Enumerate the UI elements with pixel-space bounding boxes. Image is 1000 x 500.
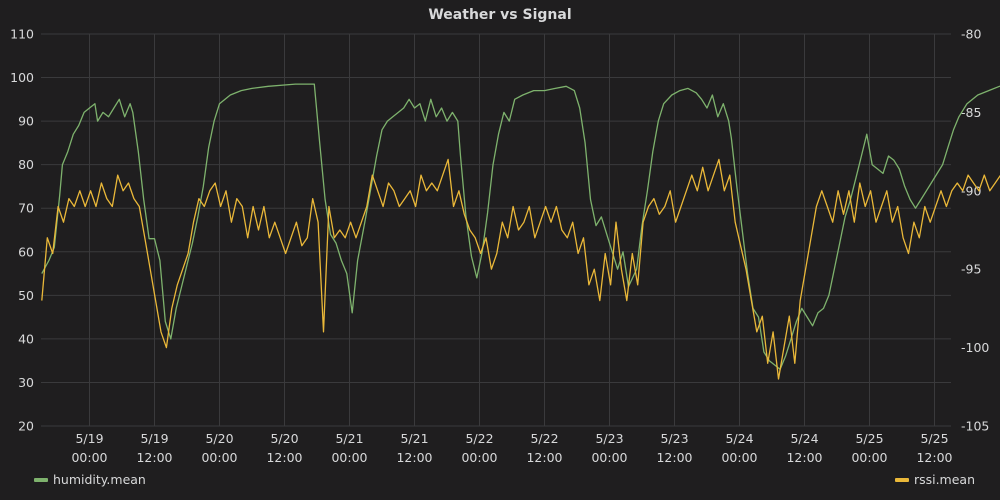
chart-svg: Weather vs Signal 20 30 40 50 60 70 80 90 100 110… <box>10 7 1000 465</box>
y-left-tick-label: 110 <box>10 27 34 42</box>
series-lines <box>41 83 1000 380</box>
y-axis-left: 20 30 40 50 60 70 80 90 100 110 <box>10 27 34 434</box>
x-tick-label-time: 12:00 <box>786 450 822 465</box>
x-tick-label-date: 5/20 <box>270 431 298 446</box>
x-tick-label-time: 00:00 <box>591 450 627 465</box>
y-left-tick-label: 80 <box>18 157 34 172</box>
x-tick-label-time: 12:00 <box>916 450 952 465</box>
x-tick-label-time: 00:00 <box>851 450 887 465</box>
x-tick-label-date: 5/24 <box>725 431 753 446</box>
x-tick-label-date: 5/20 <box>205 431 233 446</box>
legend-item-humidity[interactable]: humidity.mean <box>34 472 146 487</box>
x-tick-label-time: 12:00 <box>656 450 692 465</box>
y-left-tick-label: 60 <box>18 244 34 259</box>
legend-label-rssi: rssi.mean <box>913 472 975 487</box>
x-tick-label-date: 5/25 <box>855 431 883 446</box>
x-tick-label-date: 5/22 <box>530 431 558 446</box>
y-left-tick-label: 100 <box>10 70 34 85</box>
x-tick-label-date: 5/21 <box>335 431 363 446</box>
y-left-tick-label: 70 <box>18 201 34 216</box>
y-left-tick-label: 50 <box>18 288 34 303</box>
x-tick-label-time: 00:00 <box>71 450 107 465</box>
y-left-tick-label: 90 <box>18 114 34 129</box>
x-tick-label-date: 5/21 <box>400 431 428 446</box>
series-line-humidity <box>41 83 1000 371</box>
x-tick-label-time: 00:00 <box>201 450 237 465</box>
x-tick-label-date: 5/19 <box>75 431 103 446</box>
x-tick-label-date: 5/23 <box>660 431 688 446</box>
y-axis-right: -80-85-90-95-100-105 <box>961 27 989 434</box>
y-right-tick-label: -85 <box>961 105 981 120</box>
x-tick-label-date: 5/19 <box>140 431 168 446</box>
x-tick-label-date: 5/22 <box>465 431 493 446</box>
x-tick-label-time: 12:00 <box>396 450 432 465</box>
x-tick-label-time: 00:00 <box>461 450 497 465</box>
legend-item-rssi[interactable]: rssi.mean <box>894 472 975 487</box>
x-tick-label-time: 00:00 <box>331 450 367 465</box>
y-left-tick-label: 40 <box>18 331 34 346</box>
y-right-tick-label: -105 <box>961 419 989 434</box>
x-axis: 5/19 00:00 5/19 12:00 5/20 00:00 5/20 12:00 5/21… <box>71 431 952 465</box>
x-tick-label-date: 5/23 <box>595 431 623 446</box>
x-tick-label-date: 5/25 <box>920 431 948 446</box>
chart-title: Weather vs Signal <box>428 7 571 23</box>
y-right-tick-label: -100 <box>961 340 989 355</box>
legend-label-humidity: humidity.mean <box>53 472 146 487</box>
y-left-tick-label: 20 <box>18 419 34 434</box>
x-tick-label-time: 00:00 <box>721 450 757 465</box>
legend-swatch-humidity <box>34 477 48 482</box>
x-tick-label-time: 12:00 <box>266 450 302 465</box>
x-tick-label-time: 12:00 <box>136 450 172 465</box>
grid <box>41 33 951 427</box>
y-right-tick-label: -95 <box>961 262 981 277</box>
x-tick-label-time: 12:00 <box>526 450 562 465</box>
legend-swatch-rssi <box>894 477 909 482</box>
y-left-tick-label: 30 <box>18 375 34 390</box>
x-tick-label-date: 5/24 <box>790 431 818 446</box>
y-right-tick-label: -80 <box>961 27 981 42</box>
series-line-rssi <box>41 158 1000 380</box>
legend: humidity.mean rssi.mean <box>0 472 1000 492</box>
